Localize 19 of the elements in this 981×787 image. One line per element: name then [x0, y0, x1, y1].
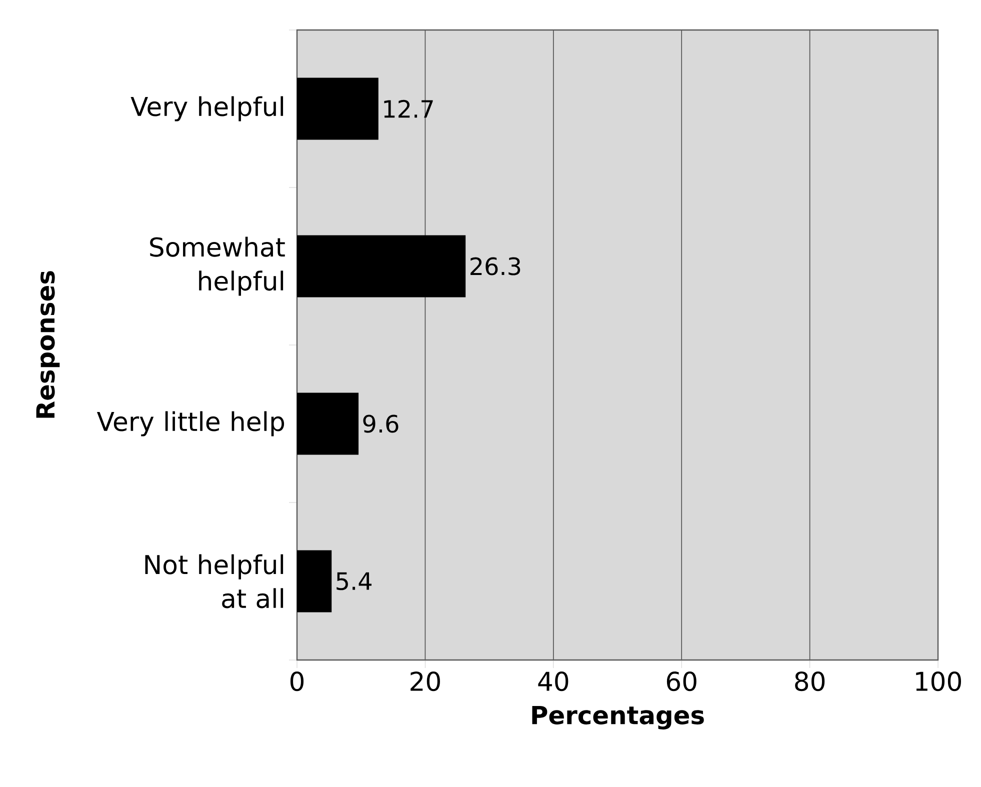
x-tick-label: 60	[666, 672, 696, 692]
x-tick-label: 20	[410, 672, 440, 692]
data-label: 26.3	[470, 257, 520, 276]
bar	[297, 78, 378, 140]
y-tick-label: Not helpful at all	[145, 554, 284, 608]
x-tick-label: 40	[538, 672, 568, 692]
x-tick-label: 80	[795, 672, 825, 692]
x-tick-label: 0	[290, 672, 304, 692]
data-label: 5.4	[336, 572, 372, 590]
bar	[297, 392, 359, 455]
bar	[297, 235, 466, 298]
y-tick-label: Somewhat helpful	[150, 236, 285, 296]
data-label: 9.6	[363, 414, 398, 433]
x-tick-label: 100	[916, 672, 961, 692]
x-axis-title: Percentages	[532, 706, 704, 730]
bar	[297, 550, 332, 612]
y-tick-label: Very little help	[96, 411, 284, 436]
y-axis-title: Responses	[36, 271, 60, 418]
y-tick-label: Very helpful	[130, 96, 284, 122]
